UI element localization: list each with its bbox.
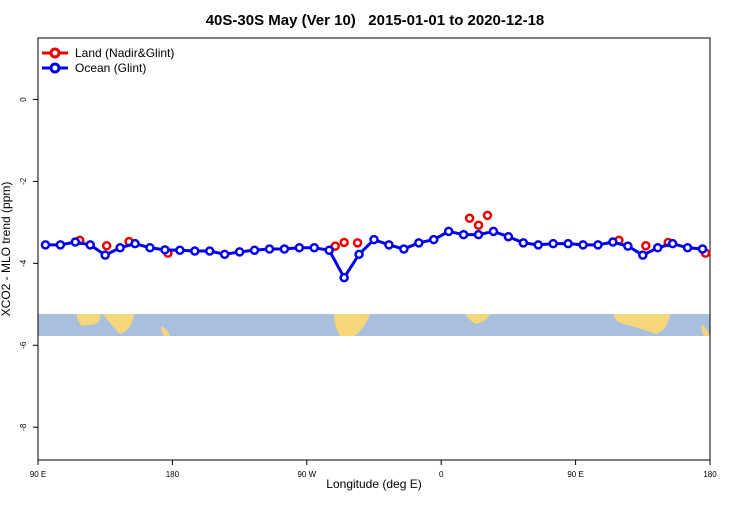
data-point bbox=[101, 240, 112, 251]
legend-label: Land (Nadir&Glint) bbox=[75, 46, 174, 60]
x-tick-label: 90 E bbox=[30, 470, 46, 479]
data-point bbox=[443, 226, 454, 237]
data-point bbox=[623, 241, 633, 251]
data-point bbox=[414, 238, 424, 248]
data-point bbox=[309, 243, 320, 253]
plot-frame bbox=[37, 37, 711, 461]
data-point bbox=[593, 240, 603, 250]
data-point bbox=[175, 245, 185, 255]
data-point bbox=[384, 240, 394, 250]
x-tick-label: 90 W bbox=[297, 470, 316, 479]
chart-title: 40S-30S May (Ver 10) 2015-01-01 to 2020-… bbox=[206, 12, 545, 29]
data-point bbox=[279, 244, 290, 254]
data-point bbox=[458, 229, 469, 240]
data-point bbox=[115, 243, 125, 253]
map-strip bbox=[38, 314, 710, 336]
data-point bbox=[667, 238, 678, 249]
x-tick-label: 180 bbox=[703, 470, 717, 479]
data-point bbox=[548, 238, 558, 249]
y-tick-label: 0 bbox=[19, 97, 28, 102]
data-point bbox=[85, 240, 96, 250]
data-point bbox=[40, 240, 51, 250]
data-point bbox=[608, 237, 618, 247]
legend: Land (Nadir&Glint) Ocean (Glint) bbox=[42, 46, 174, 75]
data-point bbox=[369, 234, 379, 245]
data-point bbox=[264, 244, 275, 254]
data-point bbox=[533, 240, 544, 250]
data-point bbox=[503, 231, 514, 242]
data-point bbox=[330, 241, 340, 251]
data-point bbox=[563, 238, 573, 249]
data-point bbox=[204, 246, 215, 256]
data-point bbox=[190, 246, 200, 256]
data-point bbox=[339, 237, 349, 248]
data-point bbox=[473, 220, 484, 230]
data-point bbox=[234, 247, 245, 257]
data-point bbox=[354, 249, 364, 260]
data-point bbox=[160, 245, 170, 255]
data-point bbox=[473, 229, 484, 240]
data-point bbox=[145, 243, 155, 253]
data-point bbox=[294, 243, 305, 253]
y-tick-label: -8 bbox=[19, 423, 28, 431]
data-point bbox=[697, 244, 708, 254]
y-tick-label: -4 bbox=[19, 259, 28, 267]
data-point bbox=[638, 250, 648, 260]
y-axis-label: XCO2 - MLO trend (ppm) bbox=[0, 182, 13, 317]
data-point bbox=[339, 272, 349, 283]
data-point bbox=[352, 238, 363, 248]
data-point bbox=[518, 238, 529, 248]
data-point bbox=[399, 244, 409, 254]
data-point bbox=[324, 245, 334, 255]
data-point bbox=[652, 243, 663, 253]
data-point bbox=[641, 240, 651, 251]
legend-label: Ocean (Glint) bbox=[75, 61, 146, 75]
x-axis-label: Longitude (deg E) bbox=[326, 477, 421, 491]
data-point bbox=[130, 238, 140, 249]
x-tick-label: 90 E bbox=[567, 470, 583, 479]
data-point bbox=[100, 250, 110, 260]
data-point bbox=[682, 243, 693, 253]
y-tick-label: -2 bbox=[19, 177, 28, 185]
data-point bbox=[55, 240, 66, 250]
data-point bbox=[464, 213, 475, 224]
data-point bbox=[578, 240, 588, 250]
data-point bbox=[219, 249, 230, 260]
data-point bbox=[428, 234, 439, 245]
data-point bbox=[488, 226, 499, 237]
data-point bbox=[70, 237, 81, 247]
x-tick-label: 0 bbox=[439, 470, 444, 479]
x-tick-label: 180 bbox=[166, 470, 180, 479]
data-point bbox=[249, 245, 260, 255]
y-tick-label: -6 bbox=[19, 341, 28, 349]
data-point bbox=[482, 210, 493, 221]
